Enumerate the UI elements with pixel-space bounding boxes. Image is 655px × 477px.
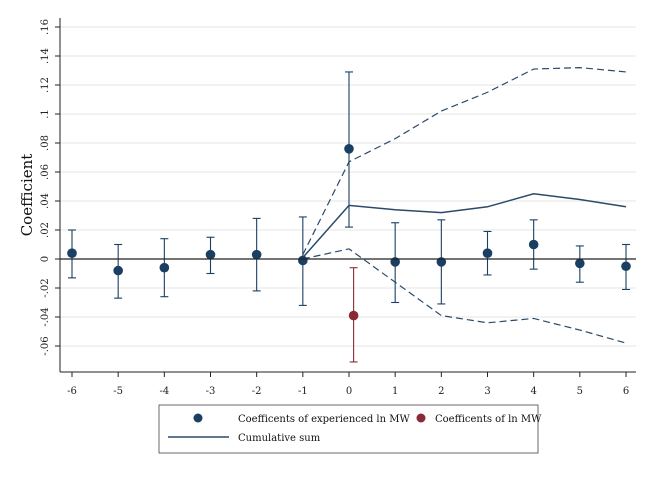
x-tick-label: 4 — [530, 386, 536, 397]
y-tick-label: -.06 — [40, 336, 51, 355]
x-tick-label: -1 — [298, 386, 308, 397]
experienced-point — [67, 248, 77, 258]
legend-marker-mw — [416, 413, 426, 423]
y-tick-label: .04 — [40, 193, 51, 209]
x-tick-label: -4 — [159, 386, 169, 397]
experienced-point — [482, 248, 493, 258]
x-tick-label: 3 — [484, 386, 490, 397]
legend-label-cumulative: Cumulative sum — [238, 433, 321, 444]
y-tick-label: 0 — [40, 256, 51, 262]
y-tick-label: .12 — [40, 77, 51, 93]
x-tick-label: -6 — [67, 386, 77, 397]
legend-box — [158, 404, 539, 454]
experienced-point — [575, 258, 585, 269]
x-tick-label: 0 — [346, 386, 352, 397]
experienced-point — [159, 262, 170, 273]
x-tick-label: 1 — [392, 386, 398, 397]
legend-marker-experienced — [193, 413, 203, 423]
cumulative-upper-band — [302, 66, 627, 255]
x-tick-label: 6 — [623, 386, 629, 397]
mw-point — [348, 310, 359, 321]
y-tick-label: -.02 — [40, 278, 51, 297]
experienced-point — [621, 261, 631, 272]
x-tick-label: -5 — [113, 386, 123, 397]
y-tick-label: .06 — [40, 164, 51, 180]
experienced-point — [344, 144, 354, 154]
cumulative-lower-band — [302, 248, 627, 344]
x-tick-label: 5 — [577, 386, 583, 397]
y-tick-label: .1 — [40, 109, 51, 119]
axes: -.06 -.04 -.02 0 .02 .04 .06 .08 .1 .12 .14 .16 -6 -5… — [40, 18, 636, 397]
experienced-point — [298, 255, 308, 266]
grid-lines — [60, 26, 636, 347]
y-tick-label: .16 — [40, 19, 51, 35]
x-tick-label: 2 — [438, 386, 444, 397]
experienced-point — [528, 239, 539, 250]
legend-label-experienced: Coefficents of experienced ln MW — [238, 414, 410, 425]
y-tick-label: .08 — [40, 135, 51, 151]
legend: Coefficents of experienced ln MW Coeffic… — [158, 404, 542, 454]
y-tick-label: .02 — [40, 222, 51, 238]
experienced-point — [113, 265, 123, 276]
series-layer — [67, 66, 631, 363]
y-tick-label: -.04 — [40, 307, 51, 326]
legend-label-mw: Coefficents of ln MW — [435, 414, 542, 425]
x-tick-label: -2 — [252, 386, 262, 397]
experienced-point — [205, 249, 216, 260]
x-tick-label: -3 — [206, 386, 216, 397]
cumulative-sum-line — [302, 192, 627, 259]
y-tick-label: .14 — [40, 48, 51, 64]
experienced-point — [251, 249, 262, 260]
y-axis-title: Coefficient — [18, 154, 36, 237]
